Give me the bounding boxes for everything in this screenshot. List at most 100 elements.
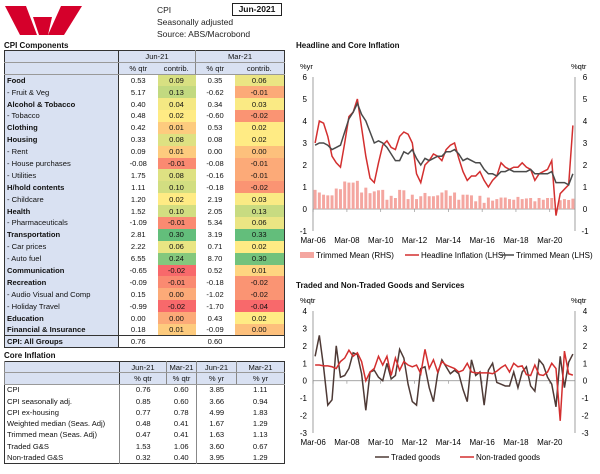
bar	[486, 197, 490, 209]
pct-qtr-cell: 0.00	[207, 147, 223, 157]
contrib-cell: -0.01	[234, 157, 285, 170]
row-label: - Childcare	[4, 193, 119, 206]
bar	[474, 201, 478, 209]
row-label: Education	[4, 312, 119, 324]
legend-label: Trimmed Mean (LHS)	[516, 251, 593, 260]
contrib-cell: 0.02	[234, 240, 285, 253]
bar	[499, 197, 503, 209]
chart2-title: Traded and Non-Traded Goods and Services	[296, 281, 465, 290]
y-tick-left: 3	[303, 139, 308, 148]
contrib-cell: 0.33	[234, 228, 285, 241]
row-label: Clothing	[4, 121, 119, 134]
bar	[351, 182, 355, 209]
y-tick-right: 3	[583, 139, 588, 148]
contrib-cell: -0.04	[234, 300, 285, 313]
contrib-cell: -0.02	[157, 264, 196, 277]
table-row: CPI seasonally adj. 0.85 0.60 3.66 0.94	[4, 395, 285, 407]
pct-qtr-cell: -0.08	[129, 158, 147, 168]
value-cell: 3.85	[196, 384, 237, 396]
x-tick-label: Mar-16	[469, 438, 495, 447]
row-label: Transportation	[4, 228, 119, 241]
y-tick-right: 4	[583, 117, 588, 126]
contrib-cell: -0.02	[234, 109, 285, 122]
left-axis-unit: %yr	[300, 62, 313, 71]
pct-qtr-cell: 8.70	[207, 254, 223, 264]
bar	[427, 196, 431, 209]
bar	[313, 189, 317, 209]
bar	[423, 192, 427, 209]
y-tick-right: 0	[583, 377, 588, 386]
y-tick-right: 0	[583, 205, 588, 214]
y-tick-right: 6	[583, 73, 588, 82]
components-title: CPI Components	[4, 41, 69, 50]
bar	[334, 188, 338, 209]
column-header: % qtr	[119, 372, 167, 385]
contrib-cell: 0.01	[157, 323, 196, 336]
contrib-cell: -0.01	[234, 86, 285, 99]
row-label: CPI seasonally adj.	[4, 395, 120, 407]
value-cell: 3.95	[196, 451, 237, 464]
bar	[516, 196, 520, 209]
value-cell: 0.32	[135, 452, 151, 462]
column-header: % yr	[196, 372, 237, 385]
table-row: - Fruit & Veg 5.17 0.13 -0.62 -0.01	[4, 86, 285, 99]
pct-qtr-cell: 0.00	[130, 313, 146, 323]
pct-qtr-cell: -0.09	[206, 325, 224, 335]
bar	[558, 200, 562, 209]
bar	[508, 199, 511, 209]
pct-qtr-cell: -0.18	[206, 277, 224, 287]
y-tick-right: 2	[583, 161, 588, 170]
value-cell: 0.94	[252, 396, 268, 406]
bar	[453, 192, 457, 209]
bar	[326, 195, 330, 209]
value-cell: 0.41	[173, 419, 189, 429]
column-header: % yr	[236, 372, 285, 385]
row-label: CPI	[4, 384, 120, 396]
series-line	[315, 348, 574, 421]
bar	[322, 194, 326, 209]
column-header: % qtr	[195, 62, 235, 75]
bar	[444, 190, 448, 209]
core-inflation-table: Jun-21 Mar-21 Jun-21 Mar-21% qtr% qtr% yr% …	[4, 361, 285, 464]
y-tick-left: -3	[300, 429, 308, 438]
period-selector[interactable]: Jun-2021	[232, 3, 282, 16]
row-label: CPI: All Groups	[4, 335, 119, 348]
y-tick-left: 2	[303, 161, 308, 170]
total-cell	[234, 335, 285, 348]
contrib-cell: 0.00	[234, 145, 285, 158]
row-label: Trimmed mean (Seas. Adj)	[4, 429, 120, 441]
bar	[533, 201, 537, 209]
header-blank	[4, 361, 120, 374]
report-subtitle: Seasonally adjusted	[157, 17, 234, 27]
row-label: - Fruit & Veg	[4, 86, 119, 99]
y-tick-right: -1	[581, 227, 589, 236]
period-header: Jun-21	[117, 50, 196, 63]
y-tick-right: 3	[583, 324, 588, 333]
y-tick-right: -3	[581, 429, 589, 438]
y-tick-left: 4	[303, 307, 308, 316]
bar	[567, 199, 571, 209]
pct-qtr-cell: 0.15	[130, 289, 146, 299]
headline-core-chart: %yr %qtr -1 -1 0 0 1 1 2 2 3 3 4 4 5 5 6 6 Mar-06 Mar-08 Mar…	[300, 62, 593, 260]
bar	[448, 195, 452, 209]
pct-qtr-cell: 3.19	[207, 230, 223, 240]
pct-qtr-cell: -0.09	[129, 277, 147, 287]
table-row: - Tobacco 0.48 0.02 -0.60 -0.02	[4, 109, 285, 122]
row-label: Weighted median (Seas. Adj)	[4, 417, 120, 430]
total-cell	[157, 335, 196, 348]
table-row: Alcohol & Tobacco 0.40 0.04 0.34 0.03	[4, 98, 285, 110]
y-tick-left: 0	[303, 205, 308, 214]
pct-qtr-cell: -0.18	[206, 182, 224, 192]
value-cell: 1.63	[196, 429, 237, 441]
bar	[398, 189, 402, 209]
pct-qtr-cell: 0.71	[207, 242, 223, 252]
period-header: Jun-21	[196, 361, 237, 374]
row-label: - Audio Visual and Comp	[4, 288, 119, 301]
contrib-cell: 0.10	[157, 205, 196, 217]
column-header: contrib.	[157, 62, 196, 75]
table-row: CPI ex-housing 0.77 0.78 4.99 1.83	[4, 406, 285, 418]
x-tick-label: Mar-06	[300, 438, 326, 447]
bar	[406, 199, 410, 209]
contrib-cell: -0.01	[157, 216, 196, 229]
pct-qtr-cell: -0.16	[206, 170, 224, 180]
